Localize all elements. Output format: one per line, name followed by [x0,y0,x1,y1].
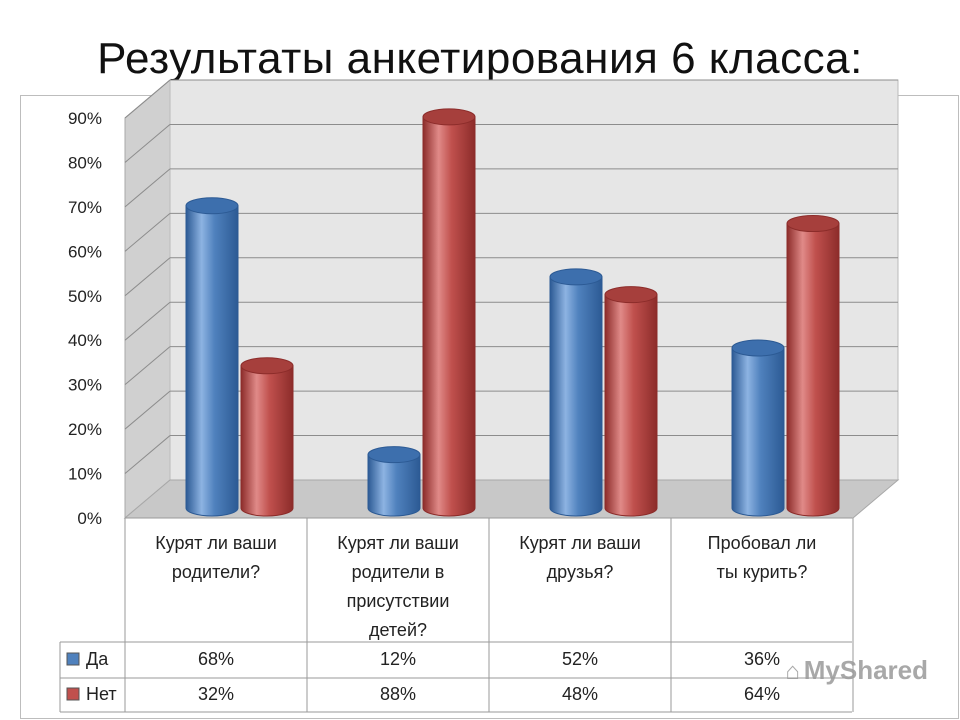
category-label: присутствии [347,591,450,611]
bar-top [731,339,785,357]
bar-body [604,294,658,517]
bar-top [185,197,239,215]
gridline-diagonal [124,301,171,341]
y-tick-label: 90% [68,109,102,128]
category-label: Пробовал ли [708,533,817,553]
gridline-diagonal [124,390,171,430]
bar-no [240,357,294,517]
bar-yes [185,197,239,517]
legend-label: Да [86,649,109,669]
bar-body [240,365,294,517]
y-tick-label: 60% [68,242,102,261]
bar-top [422,108,476,126]
category-label: детей? [369,620,427,640]
category-label: родители в [352,562,445,582]
data-label: 68% [198,649,234,669]
bar-top [786,215,840,233]
bar-top [604,286,658,304]
bar-top [240,357,294,375]
gridline-diagonal [124,79,171,119]
side-wall [124,78,171,520]
y-tick-label: 80% [68,153,102,172]
bar-yes [731,339,785,517]
bar-top [367,446,421,464]
watermark-text: MyShared [803,655,928,685]
bar-no [604,286,658,517]
data-label: 32% [198,684,234,704]
gridline-diagonal [124,257,171,297]
data-label: 48% [562,684,598,704]
gridline-diagonal [124,435,171,474]
bar-yes [367,446,421,517]
gridline-diagonal [124,212,171,252]
bar-body [185,205,239,517]
watermark-icon: ⌂ [785,658,800,685]
bar-body [422,116,476,517]
category-label: Курят ли ваши [155,533,277,553]
bar-top [549,268,603,286]
bar-yes [549,268,603,517]
bar-body [549,276,603,517]
legend-key-yes [66,652,80,666]
bar-no [786,215,840,517]
category-label: родители? [172,562,260,582]
data-label: 52% [562,649,598,669]
legend-label: Нет [86,684,117,704]
category-label: друзья? [547,562,614,582]
y-tick-label: 10% [68,465,102,484]
y-tick-label: 40% [68,331,102,350]
bar-body [786,223,840,517]
y-tick-label: 0% [77,509,102,528]
data-label: 64% [744,684,780,704]
y-tick-label: 70% [68,198,102,217]
watermark: ⌂ MyShared [785,655,928,686]
legend-key-no [66,687,80,701]
category-label: Курят ли ваши [337,533,459,553]
slide-title: Результаты анкетирования 6 класса: [97,34,863,83]
category-label: Курят ли ваши [519,533,641,553]
data-label: 88% [380,684,416,704]
gridline-diagonal [124,346,171,386]
gridline-diagonal [124,168,171,208]
bar-no [422,108,476,517]
y-tick-label: 50% [68,287,102,306]
gridline-diagonal [124,124,171,163]
y-tick-label: 20% [68,420,102,439]
data-label: 12% [380,649,416,669]
bar-body [367,454,421,517]
y-tick-label: 30% [68,376,102,395]
bar-body [731,347,785,517]
data-label: 36% [744,649,780,669]
category-label: ты курить? [717,562,808,582]
